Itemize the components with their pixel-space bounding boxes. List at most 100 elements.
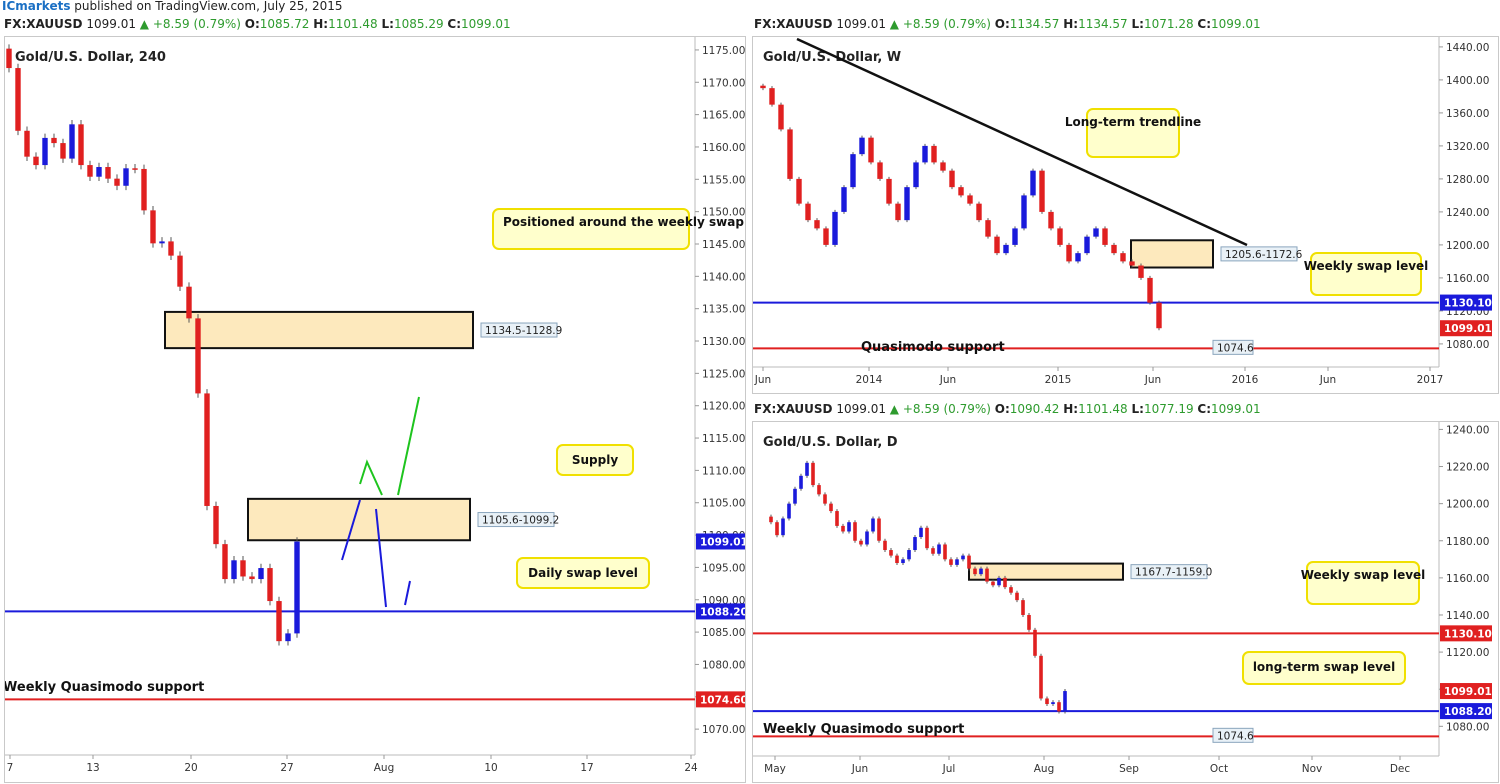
publisher-line: ICmarkets published on TradingView.com, …	[2, 0, 343, 13]
candle-body	[922, 145, 928, 163]
candle-body	[186, 286, 192, 319]
candle-body	[904, 187, 910, 221]
chart-panel-weekly[interactable]: 1440.00 1400.00 1360.00 1320.00 1280.00 1240.…	[752, 36, 1499, 394]
candle-body	[204, 393, 210, 506]
candle-body	[1009, 587, 1013, 593]
candle-body	[883, 540, 887, 551]
brand-logo[interactable]: ICmarkets	[2, 0, 71, 13]
y-tick-label: 1130.00	[702, 336, 745, 348]
annotation-label: Weekly Quasimodo support	[5, 680, 204, 695]
candle-body	[15, 68, 21, 131]
y-tick-label: 1240.00	[1446, 424, 1489, 436]
last-price-label: 1099.01	[1444, 323, 1492, 335]
chart-panel-h4[interactable]: 1175.00 1170.00 1165.00 1160.00 1155.00 1150.…	[4, 36, 746, 783]
symbol-label[interactable]: FX:XAUUSD	[754, 17, 833, 31]
x-tick-label: 2016	[1232, 374, 1259, 386]
candle-body	[817, 485, 821, 495]
candle-body	[787, 503, 791, 519]
candle-body	[913, 537, 917, 551]
candle-body	[1003, 244, 1009, 254]
candle-body	[973, 568, 977, 575]
candle-body	[979, 568, 983, 575]
callout-box	[1306, 561, 1420, 605]
y-tick-label: 1320.00	[1446, 141, 1489, 153]
callout-label: Long-term trendline	[1065, 115, 1201, 129]
candle-body	[1033, 629, 1037, 656]
candle-body	[87, 165, 93, 177]
x-tick-label: Sep	[1119, 763, 1139, 775]
chart-h4-svg[interactable]: 1175.00 1170.00 1165.00 1160.00 1155.00 1150.…	[5, 37, 745, 782]
candle-body	[853, 522, 857, 541]
callout-label: Daily swap level	[528, 566, 638, 580]
candle-body	[1003, 577, 1007, 588]
candle-body	[799, 475, 803, 489]
candle-body	[859, 137, 865, 155]
y-tick-label: 1145.00	[702, 239, 745, 251]
zone-label: 1134.5-1128.9	[485, 325, 562, 337]
y-tick-label: 1440.00	[1446, 42, 1489, 54]
up-triangle-icon: ▲	[139, 17, 150, 31]
candle-body	[24, 130, 30, 157]
green-arrow-up	[397, 396, 420, 496]
candle-body	[943, 544, 947, 560]
candle-body	[1147, 277, 1153, 303]
y-tick-label: 1080.00	[702, 659, 745, 671]
annotation-label: Weekly Quasimodo support	[763, 722, 964, 737]
long-term-trendline	[796, 37, 1248, 247]
candle-body	[1102, 228, 1108, 245]
price-value: 1099.01	[836, 17, 886, 31]
level-label: 1074.6	[1217, 342, 1254, 354]
y-tick-label: 1120.00	[702, 401, 745, 413]
x-tick-label: 27	[280, 762, 293, 774]
y-tick-label: 1080.00	[1446, 721, 1489, 733]
x-tick-label: 2015	[1045, 374, 1072, 386]
symbol-label[interactable]: FX:XAUUSD	[4, 17, 83, 31]
y-tick-label: 1150.00	[702, 207, 745, 219]
candle-body	[823, 494, 827, 504]
level-price-label: 1130.10	[1444, 298, 1492, 310]
candle-body	[769, 88, 775, 105]
chart-weekly-svg[interactable]: 1440.00 1400.00 1360.00 1320.00 1280.00 1240.…	[753, 37, 1498, 393]
symbol-label[interactable]: FX:XAUUSD	[754, 402, 833, 416]
y-tick-label: 1200.00	[1446, 499, 1489, 511]
candle-body	[769, 516, 773, 523]
candle-body	[1021, 600, 1025, 615]
candle-body	[1057, 228, 1063, 245]
candle-body	[1120, 253, 1126, 262]
candle-body	[997, 577, 1001, 586]
last-price-tag	[1440, 683, 1492, 700]
callout-box	[556, 444, 634, 476]
high-value: 1101.48	[1078, 402, 1128, 416]
level-price-label: 1130.10	[1444, 628, 1492, 640]
low-value: 1085.29	[393, 17, 444, 31]
chart-title: Gold/U.S. Dollar, D	[763, 435, 898, 450]
y-tick-label: 1115.00	[702, 433, 745, 445]
y-tick-label: 1070.00	[702, 724, 745, 736]
x-tick-label: Jun	[939, 374, 956, 386]
candle-body	[177, 255, 183, 287]
zone-label-box	[1130, 564, 1208, 580]
x-tick-label: May	[764, 763, 786, 775]
up-triangle-icon: ▲	[889, 402, 900, 416]
level-price-tag	[1440, 625, 1492, 642]
close-value: 1099.01	[1211, 402, 1261, 416]
y-tick-label: 1160.00	[702, 142, 745, 154]
candle-body	[1039, 655, 1043, 699]
x-tick-label: Jun	[754, 374, 771, 386]
candle-body	[877, 518, 881, 541]
candle-body	[1138, 265, 1144, 278]
candle-body	[1075, 253, 1081, 262]
chart-daily-svg[interactable]: 1240.00 1220.00 1200.00 1180.00 1160.00 1140.…	[753, 422, 1498, 782]
chart-panel-daily[interactable]: 1240.00 1220.00 1200.00 1180.00 1160.00 1140.…	[752, 421, 1499, 783]
last-price-label: 1099.01	[700, 536, 745, 548]
candle-body	[913, 162, 919, 188]
candle-body	[937, 544, 941, 554]
callout-label: Positioned around the weekly swap level …	[503, 215, 745, 229]
candle-body	[991, 581, 995, 586]
x-tick-label: 2014	[856, 374, 883, 386]
zone-label-box	[480, 322, 558, 338]
candle-body	[907, 550, 911, 560]
change-value: +8.59 (0.79%)	[902, 402, 991, 416]
close-value: 1099.01	[461, 17, 511, 31]
candle-body	[877, 162, 883, 179]
